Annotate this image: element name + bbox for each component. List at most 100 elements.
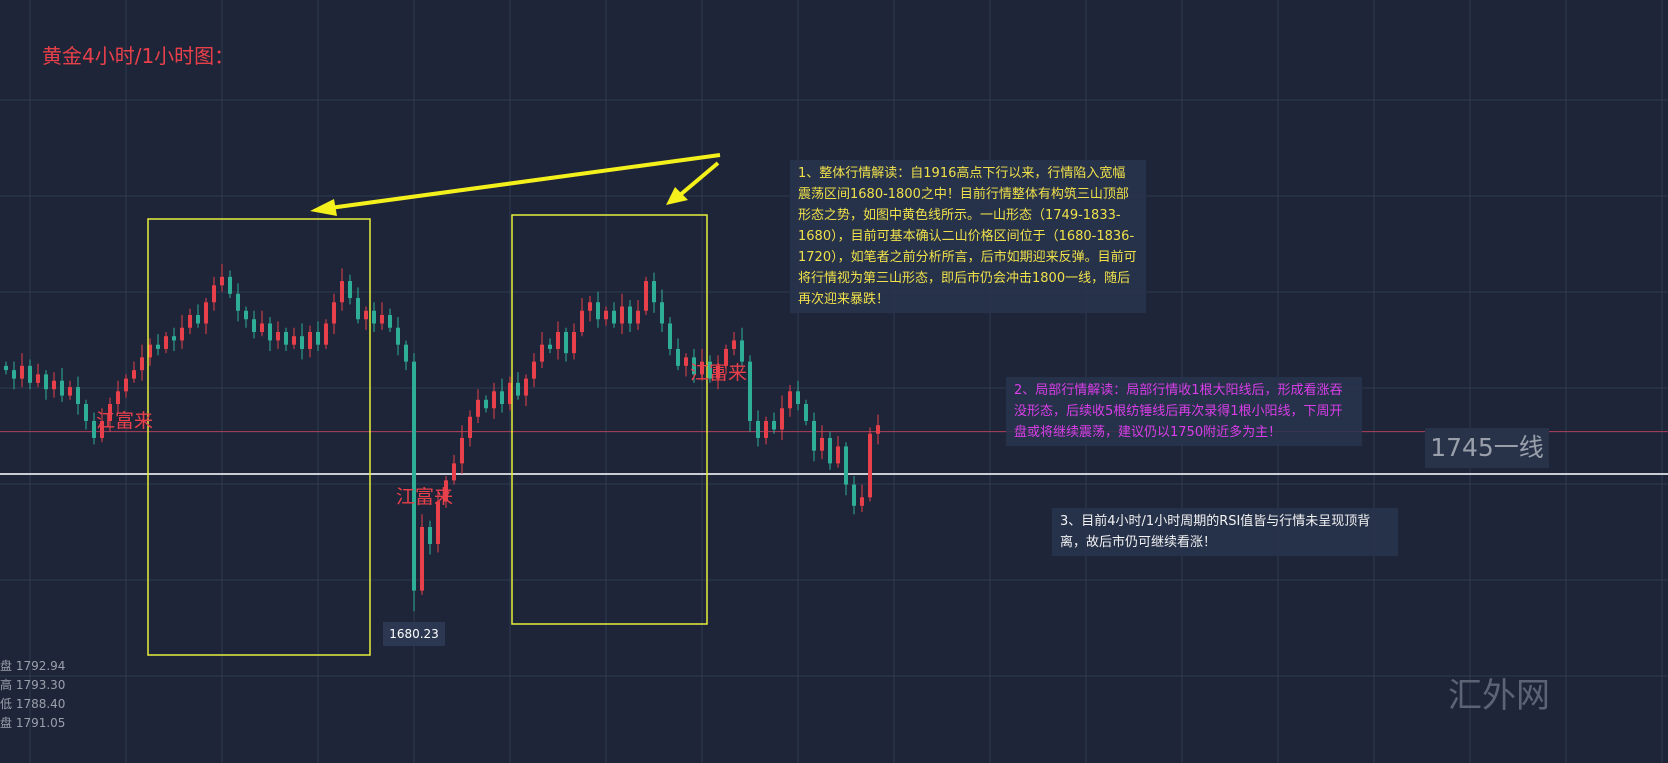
candle-body	[276, 331, 280, 341]
candle-body	[236, 293, 240, 311]
candle-body	[420, 527, 424, 591]
candle-body	[692, 357, 696, 375]
candle-body	[620, 306, 624, 324]
candle-body	[204, 302, 208, 324]
candle-body	[404, 344, 408, 362]
analysis-note-local: 2、局部行情解读：局部行情收1根大阳线后，形成看涨吞没形态，后续收5根纺锤线后再…	[1006, 377, 1362, 446]
candle-body	[868, 433, 872, 498]
level-label: 1745一线	[1425, 428, 1549, 468]
candle-body	[332, 302, 336, 324]
candle-body	[260, 323, 264, 332]
chart-title: 黄金4小时/1小时图：	[42, 44, 235, 68]
candle-body	[436, 501, 440, 544]
candle-body	[852, 484, 856, 506]
candle-body	[388, 315, 392, 328]
pattern-box-second-peak	[511, 214, 708, 625]
candle-body	[452, 463, 456, 481]
author-label: 江富来	[690, 362, 748, 384]
candle-body	[484, 399, 488, 409]
candle-body	[52, 380, 56, 390]
candle-body	[316, 331, 320, 345]
candle-body	[68, 387, 72, 396]
candle-body	[252, 319, 256, 332]
candle-body	[548, 344, 552, 349]
candle-body	[532, 361, 536, 379]
candle-body	[596, 302, 600, 320]
candle-body	[476, 399, 480, 417]
candle-body	[460, 437, 464, 464]
candle-body	[772, 421, 776, 430]
candle-body	[372, 310, 376, 324]
candle-body	[364, 310, 368, 320]
candle-body	[740, 340, 744, 362]
candle-body	[556, 331, 560, 349]
candle-body	[524, 378, 528, 396]
candle-body	[860, 497, 864, 506]
arrow-line	[329, 153, 721, 210]
candle-body	[788, 391, 792, 409]
candle-body	[716, 365, 720, 379]
candle-body	[652, 281, 656, 303]
candle-body	[164, 336, 168, 349]
candle-body	[492, 391, 496, 409]
candle-body	[292, 336, 296, 345]
candle-body	[268, 323, 272, 341]
candle-body	[500, 391, 504, 405]
candle-body	[308, 331, 312, 349]
candle-body	[700, 361, 704, 375]
candle-body	[668, 323, 672, 349]
candle-body	[412, 361, 416, 591]
candle-body	[780, 408, 784, 430]
candle-body	[28, 365, 32, 383]
candle-body	[116, 391, 120, 405]
candle-body	[44, 374, 48, 390]
analysis-note-rsi: 3、目前4小时/1小时周期的RSI值皆与行情未呈现顶背离，故后市仍可继续看涨！	[1052, 508, 1398, 556]
candle-body	[124, 378, 128, 392]
candle-body	[196, 315, 200, 324]
candle-body	[36, 374, 40, 383]
author-label: 江富来	[396, 486, 454, 508]
candle-body	[76, 387, 80, 405]
candle-body	[660, 302, 664, 324]
candle-body	[636, 310, 640, 324]
candle-body	[348, 281, 352, 299]
candle-body	[108, 404, 112, 421]
candle-body	[140, 357, 144, 371]
ohlc-high: 高 1793.30	[0, 678, 66, 692]
candle-body	[812, 421, 816, 451]
candle-body	[828, 437, 832, 464]
candle-body	[380, 315, 384, 324]
candle-body	[804, 404, 808, 421]
candle-body	[228, 276, 232, 294]
candle-body	[100, 421, 104, 438]
candle-body	[724, 348, 728, 366]
candle-body	[516, 382, 520, 396]
candle-body	[212, 285, 216, 303]
candle-body	[796, 391, 800, 405]
candle-body	[188, 315, 192, 328]
candle-body	[180, 327, 184, 341]
candle-body	[604, 310, 608, 320]
candle-body	[588, 302, 592, 311]
author-label: 江富来	[96, 410, 154, 432]
candle-body	[20, 365, 24, 379]
pattern-box-first-peak	[147, 218, 371, 656]
candle-body	[572, 331, 576, 354]
candle-body	[12, 370, 16, 379]
candle-body	[468, 416, 472, 438]
arrow-head-icon	[310, 199, 337, 216]
candle-body	[756, 421, 760, 438]
candle-body	[644, 281, 648, 311]
ohlc-readout: 盘 1792.94 高 1793.30 低 1788.40 盘 1791.05	[0, 657, 65, 733]
candle-body	[340, 281, 344, 303]
candle-body	[4, 365, 8, 371]
candle-body	[876, 425, 880, 434]
ohlc-close: 盘 1791.05	[0, 716, 66, 730]
candle-body	[732, 340, 736, 349]
candle-body	[836, 446, 840, 464]
candle-body	[564, 331, 568, 354]
candle-body	[172, 336, 176, 341]
candle-body	[220, 276, 224, 286]
candle-body	[748, 361, 752, 421]
